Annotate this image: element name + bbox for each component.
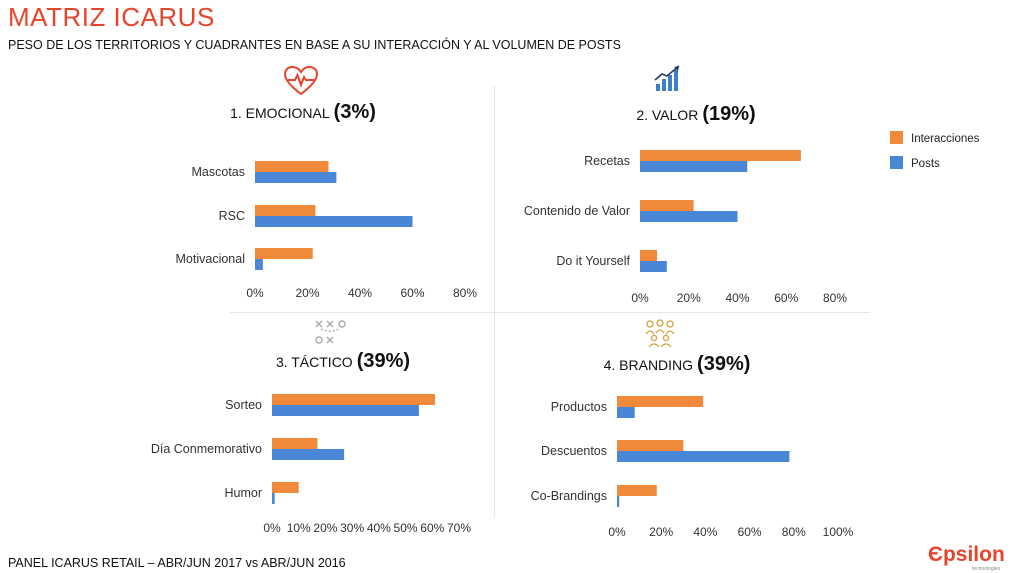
page-title: MATRIZ ICARUS [8,2,215,32]
bar-posts [640,211,738,222]
bar-posts [272,493,275,504]
bar-interacciones [255,161,329,172]
x-tick-label: 80% [823,291,847,305]
bar-interacciones [617,485,657,496]
bar-posts [255,216,413,227]
quadrant-title-emocional: 1. EMOCIONAL (3%) [230,101,376,124]
x-tick-label: 0% [608,525,626,539]
bar-posts [640,261,667,272]
people-group-icon [645,319,675,348]
bar-interacciones [255,248,313,259]
brand-logo: Єpsilon [928,543,1005,566]
x-tick-label: 40% [348,286,372,300]
x-tick-label: 60% [774,291,798,305]
tactics-icon [315,320,346,344]
x-tick-label: 0% [631,291,649,305]
x-tick-label: 20% [677,291,701,305]
legend-swatch-interacciones [890,131,903,144]
bar-interacciones [617,440,684,451]
quadrant-percent: (39%) [356,350,411,372]
bar-posts [272,405,419,416]
quadrant-name: 1. EMOCIONAL [230,105,330,121]
x-tick-label: 20% [649,525,673,539]
x-tick-label: 0% [246,286,264,300]
legend-label-interacciones: Interacciones [911,133,980,145]
bar-posts [617,496,620,507]
quadrant-percent: (39%) [697,353,751,375]
category-label: Co-Brandings [531,489,607,503]
bar-interacciones [640,200,694,211]
x-tick-label: 40% [367,521,391,535]
bar-interacciones [640,250,658,261]
legend-label-posts: Posts [911,158,940,170]
category-label: Descuentos [541,444,607,458]
brand-logo-subtitle: technologies [972,566,1001,572]
bar-interacciones [272,482,299,493]
category-label: Productos [551,400,607,414]
quadrant-percent: (19%) [702,103,756,125]
x-tick-label: 60% [738,525,762,539]
bar-posts [272,449,345,460]
x-tick-label: 30% [340,521,364,535]
category-label: Mascotas [192,165,246,179]
growth-chart-icon [654,65,680,91]
x-tick-label: 10% [287,521,311,535]
bar-interacciones [617,396,704,407]
bar-posts [617,407,635,418]
bar-interacciones [272,438,318,449]
bar-interacciones [255,205,316,216]
heart-pulse-icon [284,66,318,96]
bar-posts [255,172,337,183]
quadrant-divider-vertical [494,86,495,518]
quadrant-name: 2. VALOR [636,107,699,123]
x-tick-label: 50% [394,521,418,535]
x-tick-label: 70% [447,521,471,535]
category-label: Sorteo [225,398,262,412]
quadrant-title-valor: 2. VALOR (19%) [636,103,755,126]
x-tick-label: 40% [693,525,717,539]
quadrant-divider-horizontal [230,312,870,313]
bar-posts [640,161,748,172]
x-tick-label: 60% [420,521,444,535]
x-tick-label: 0% [263,521,281,535]
category-label: Humor [224,486,262,500]
quadrant-title-tactico: 3. TÁCTICO (39%) [276,350,410,373]
quadrant-title-branding: 4. BRANDING (39%) [604,353,751,376]
x-tick-label: 80% [453,286,477,300]
x-tick-label: 20% [295,286,319,300]
bar-posts [617,451,790,462]
quadrant-name: 3. TÁCTICO [275,354,353,370]
x-tick-label: 40% [725,291,749,305]
bar-interacciones [272,394,435,405]
category-label: Día Conmemorativo [151,442,262,456]
category-label: RSC [219,209,245,223]
bar-posts [255,259,263,270]
x-tick-label: 20% [313,521,337,535]
x-tick-label: 80% [782,525,806,539]
page-subtitle: PESO DE LOS TERRITORIOS Y CUADRANTES EN … [8,38,621,52]
x-tick-label: 60% [400,286,424,300]
category-label: Recetas [584,154,630,168]
legend-swatch-posts [890,156,903,169]
footer-note: PANEL ICARUS RETAIL – ABR/JUN 2017 vs AB… [8,556,346,570]
bar-interacciones [640,150,801,161]
category-label: Do it Yourself [556,254,630,268]
category-label: Contenido de Valor [524,204,630,218]
x-tick-label: 100% [823,525,854,539]
quadrant-percent: (3%) [333,101,376,123]
quadrant-name: 4. BRANDING [603,357,694,373]
category-label: Motivacional [176,252,245,266]
